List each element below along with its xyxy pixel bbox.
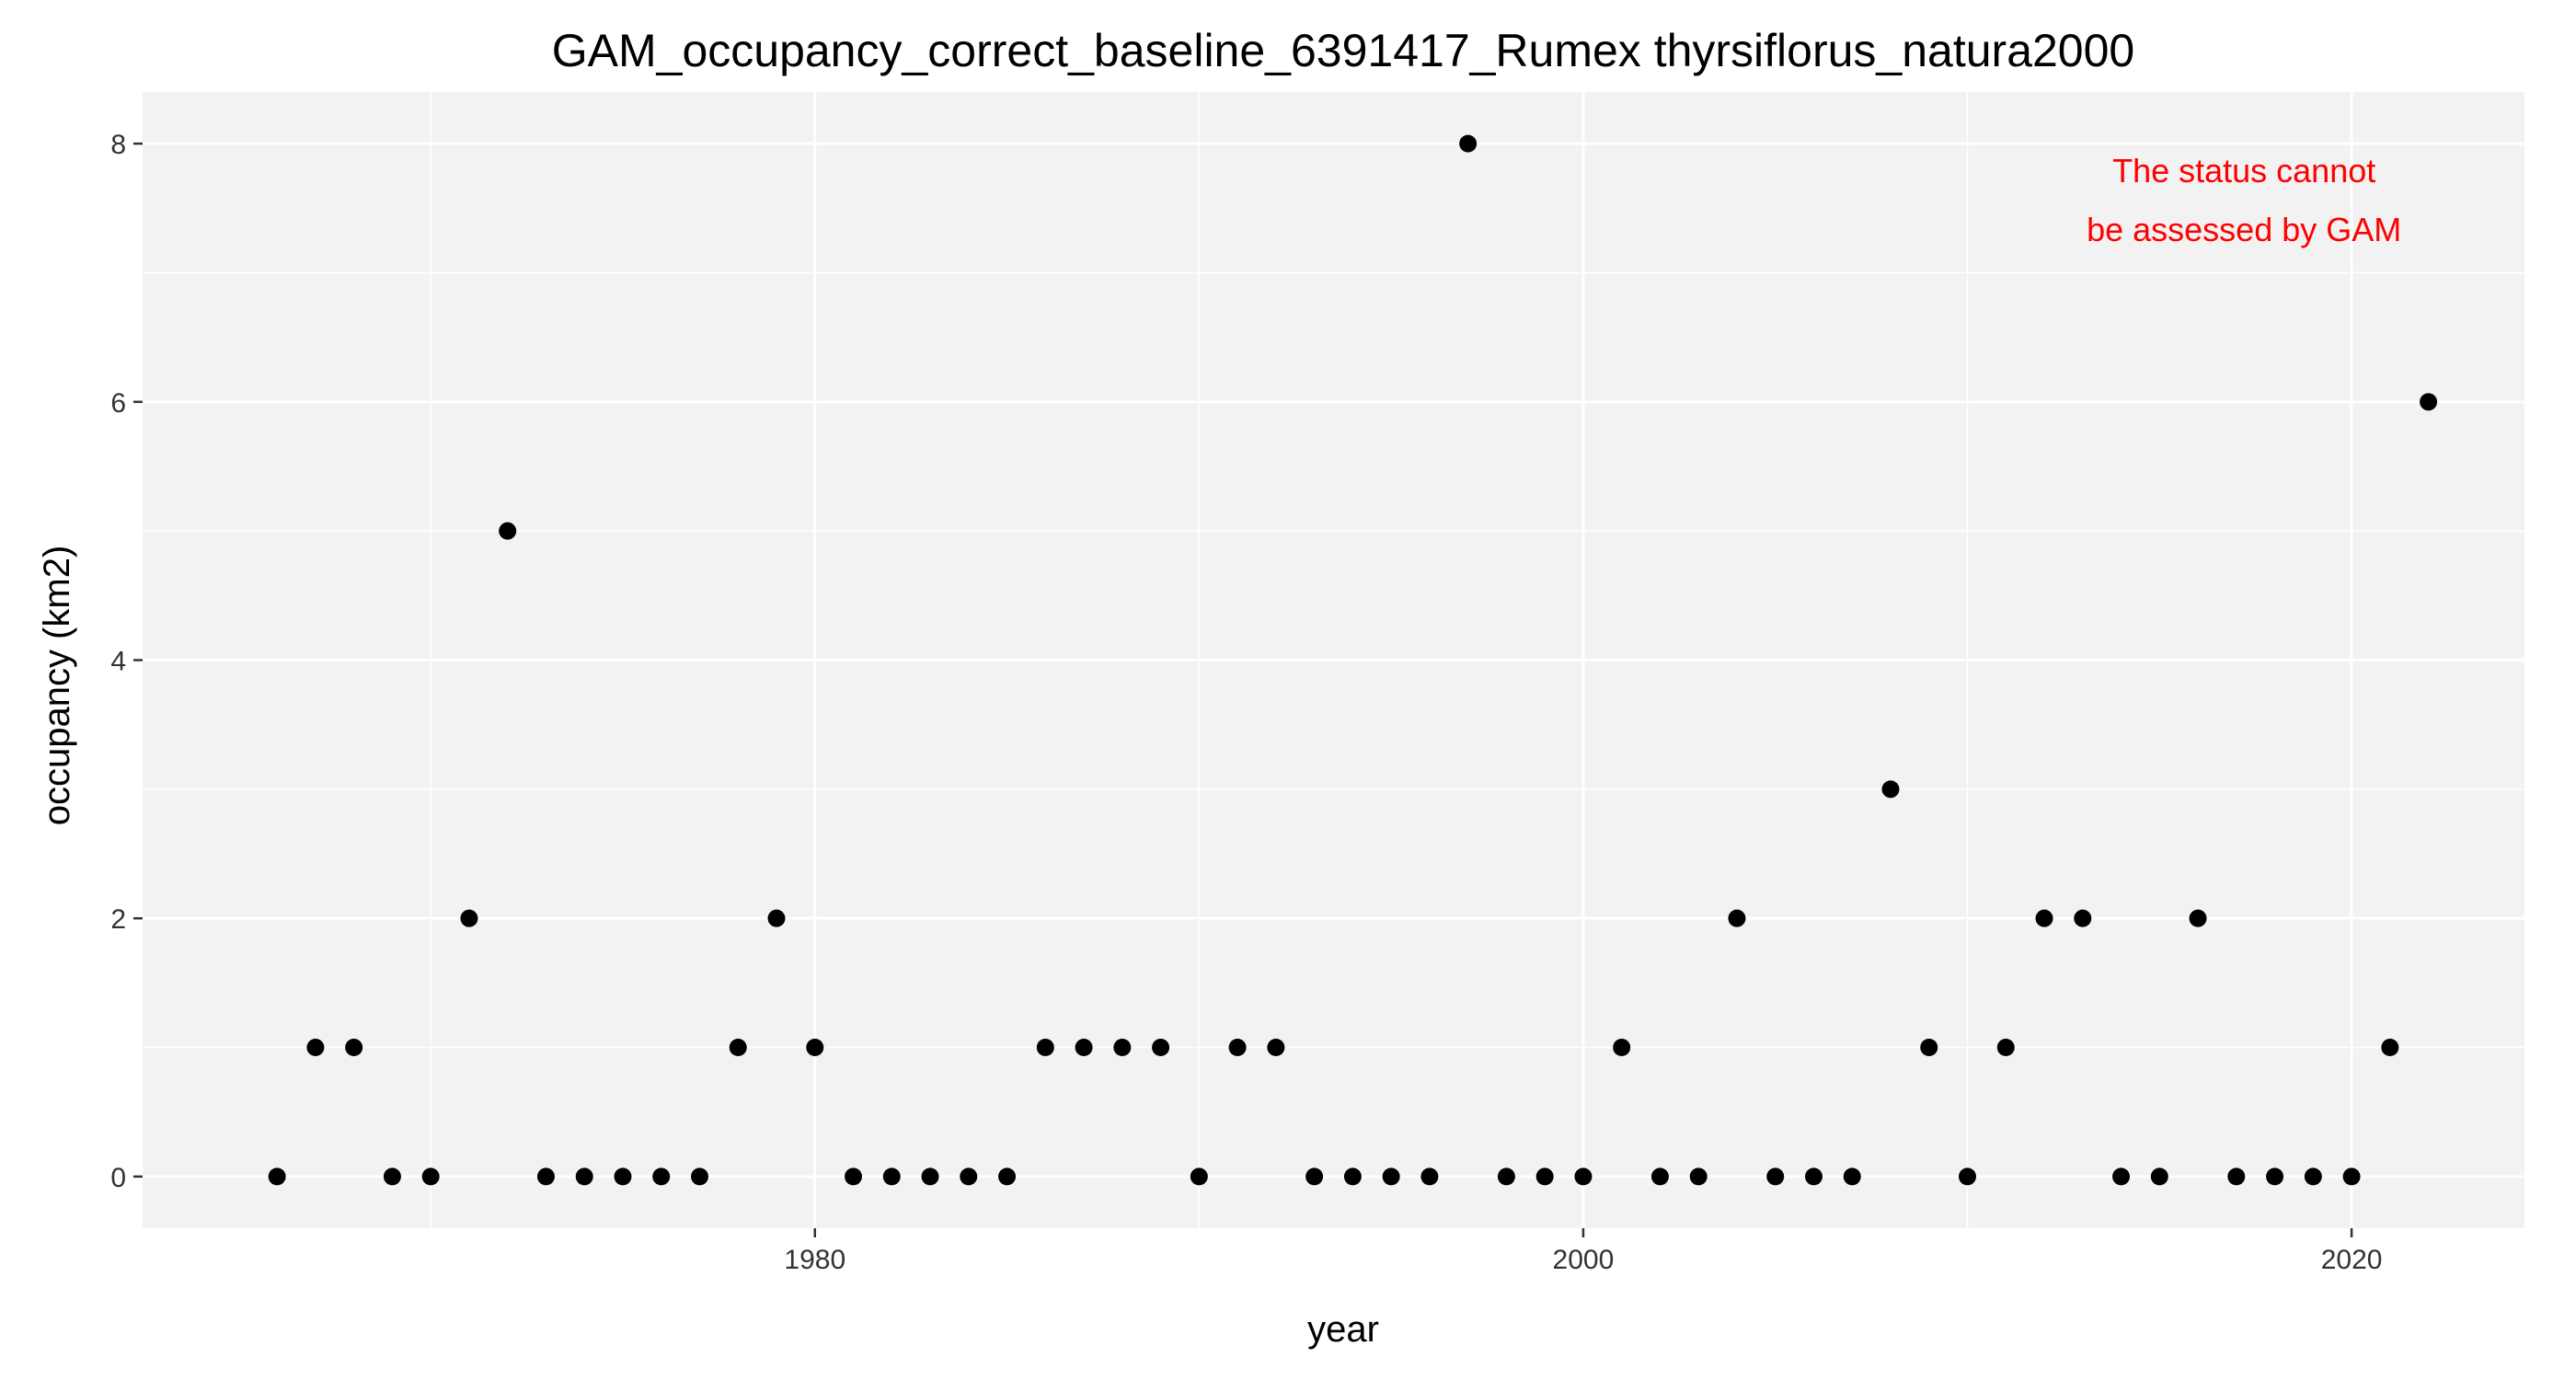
- data-point: [268, 1167, 286, 1186]
- data-point: [1843, 1167, 1861, 1186]
- data-point: [1881, 780, 1900, 799]
- x-axis: 1980 2000 2020: [784, 1228, 2382, 1275]
- y-tick-label: 8: [110, 130, 126, 160]
- y-tick-label: 4: [110, 647, 126, 677]
- y-tick-label: 0: [110, 1163, 126, 1193]
- data-point: [1152, 1039, 1170, 1057]
- annotation-line: The status cannot: [2112, 152, 2375, 190]
- data-point: [1920, 1039, 1938, 1057]
- data-point: [882, 1167, 901, 1186]
- status-annotation: The status cannot be assessed by GAM: [2087, 152, 2401, 248]
- data-point: [421, 1167, 440, 1186]
- data-point: [383, 1167, 401, 1186]
- data-point: [1497, 1167, 1515, 1186]
- data-point: [1728, 909, 1746, 927]
- data-point: [1036, 1039, 1054, 1057]
- data-point: [921, 1167, 939, 1186]
- y-tick-label: 6: [110, 388, 126, 419]
- y-axis: 0 2 4 6 8: [110, 130, 143, 1193]
- data-point: [1574, 1167, 1593, 1186]
- x-tick-label: 1980: [784, 1245, 845, 1275]
- data-point: [2227, 1167, 2246, 1186]
- data-point: [499, 522, 517, 540]
- data-point: [1305, 1167, 1324, 1186]
- data-point: [2304, 1167, 2322, 1186]
- data-point: [998, 1167, 1017, 1186]
- data-point: [614, 1167, 632, 1186]
- data-point: [806, 1039, 824, 1057]
- data-point: [1613, 1039, 1631, 1057]
- data-point: [1420, 1167, 1439, 1186]
- data-point: [2150, 1167, 2168, 1186]
- data-point: [345, 1039, 363, 1057]
- data-point: [1650, 1167, 1669, 1186]
- data-point: [1075, 1039, 1093, 1057]
- data-point: [2381, 1039, 2399, 1057]
- chart-title: GAM_occupancy_correct_baseline_6391417_R…: [552, 25, 2134, 76]
- data-point: [460, 909, 478, 927]
- data-point: [729, 1039, 747, 1057]
- data-point: [1959, 1167, 1977, 1186]
- data-point: [1804, 1167, 1823, 1186]
- data-point: [536, 1167, 555, 1186]
- x-tick-label: 2000: [1553, 1245, 1615, 1275]
- data-point: [2342, 1167, 2361, 1186]
- data-point: [2420, 393, 2438, 411]
- y-axis-title: occupancy (km2): [37, 546, 77, 826]
- data-point: [1113, 1039, 1132, 1057]
- y-tick-label: 2: [110, 904, 126, 935]
- data-point: [1996, 1039, 2015, 1057]
- data-point: [1689, 1167, 1708, 1186]
- data-point: [575, 1167, 593, 1186]
- data-point: [767, 909, 786, 927]
- x-tick-label: 2020: [2321, 1245, 2383, 1275]
- data-point: [1343, 1167, 1362, 1186]
- data-point: [960, 1167, 978, 1186]
- data-point: [652, 1167, 671, 1186]
- data-point: [845, 1167, 863, 1186]
- annotation-line: be assessed by GAM: [2087, 211, 2401, 248]
- data-point: [2266, 1167, 2284, 1186]
- data-point: [1535, 1167, 1554, 1186]
- data-point: [690, 1167, 708, 1186]
- data-point: [2035, 909, 2053, 927]
- data-point: [2189, 909, 2207, 927]
- data-point: [1190, 1167, 1208, 1186]
- data-point: [2074, 909, 2092, 927]
- data-point: [306, 1039, 325, 1057]
- data-point: [1267, 1039, 1285, 1057]
- data-point: [1766, 1167, 1785, 1186]
- data-point: [1459, 134, 1478, 153]
- data-point: [1228, 1039, 1247, 1057]
- data-point: [1382, 1167, 1400, 1186]
- data-point: [2112, 1167, 2131, 1186]
- data-points: [268, 134, 2438, 1186]
- x-axis-title: year: [1307, 1309, 1379, 1350]
